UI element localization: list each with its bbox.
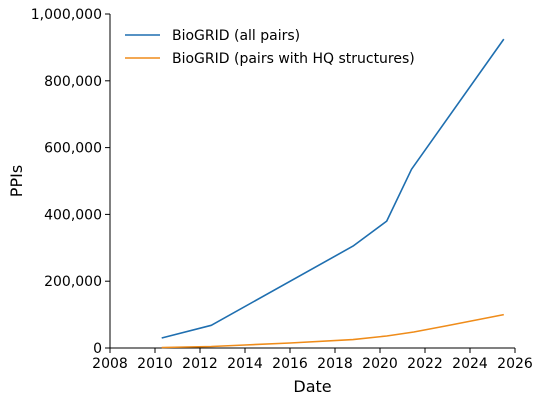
series-line-1 [161, 38, 505, 339]
x-axis-title: Date [293, 377, 331, 396]
y-tick-label: 1,000,000 [31, 7, 102, 23]
x-tick-label: 2012 [182, 356, 218, 372]
x-tick-label: 2026 [497, 356, 533, 372]
x-tick-label: 2018 [317, 356, 353, 372]
x-tick-label: 2020 [362, 356, 398, 372]
x-tick-label: 2022 [407, 356, 443, 372]
axes: 2008 2010 2012 2014 2016 2018 2020 2022 2024 2026… [31, 7, 533, 372]
plot-area [161, 38, 505, 349]
y-tick-label: 0 [93, 341, 102, 357]
series-line-2 [161, 313, 504, 349]
x-tick-label: 2014 [227, 356, 263, 372]
x-tick-label: 2016 [272, 356, 308, 372]
y-tick-label: 600,000 [44, 141, 102, 157]
x-tick-label: 2008 [92, 356, 128, 372]
x-tick-label: 2024 [452, 356, 488, 372]
legend: BioGRID (all pairs) BioGRID (pairs with H… [125, 28, 415, 67]
y-tick-label: 200,000 [44, 274, 102, 290]
x-tick-label: 2010 [137, 356, 173, 372]
legend-label-1: BioGRID (all pairs) [172, 28, 300, 44]
y-tick-label: 800,000 [44, 74, 102, 90]
y-tick-label: 400,000 [44, 207, 102, 223]
y-axis-title: PPIs [7, 165, 26, 197]
legend-label-2: BioGRID (pairs with HQ structures) [172, 51, 415, 67]
